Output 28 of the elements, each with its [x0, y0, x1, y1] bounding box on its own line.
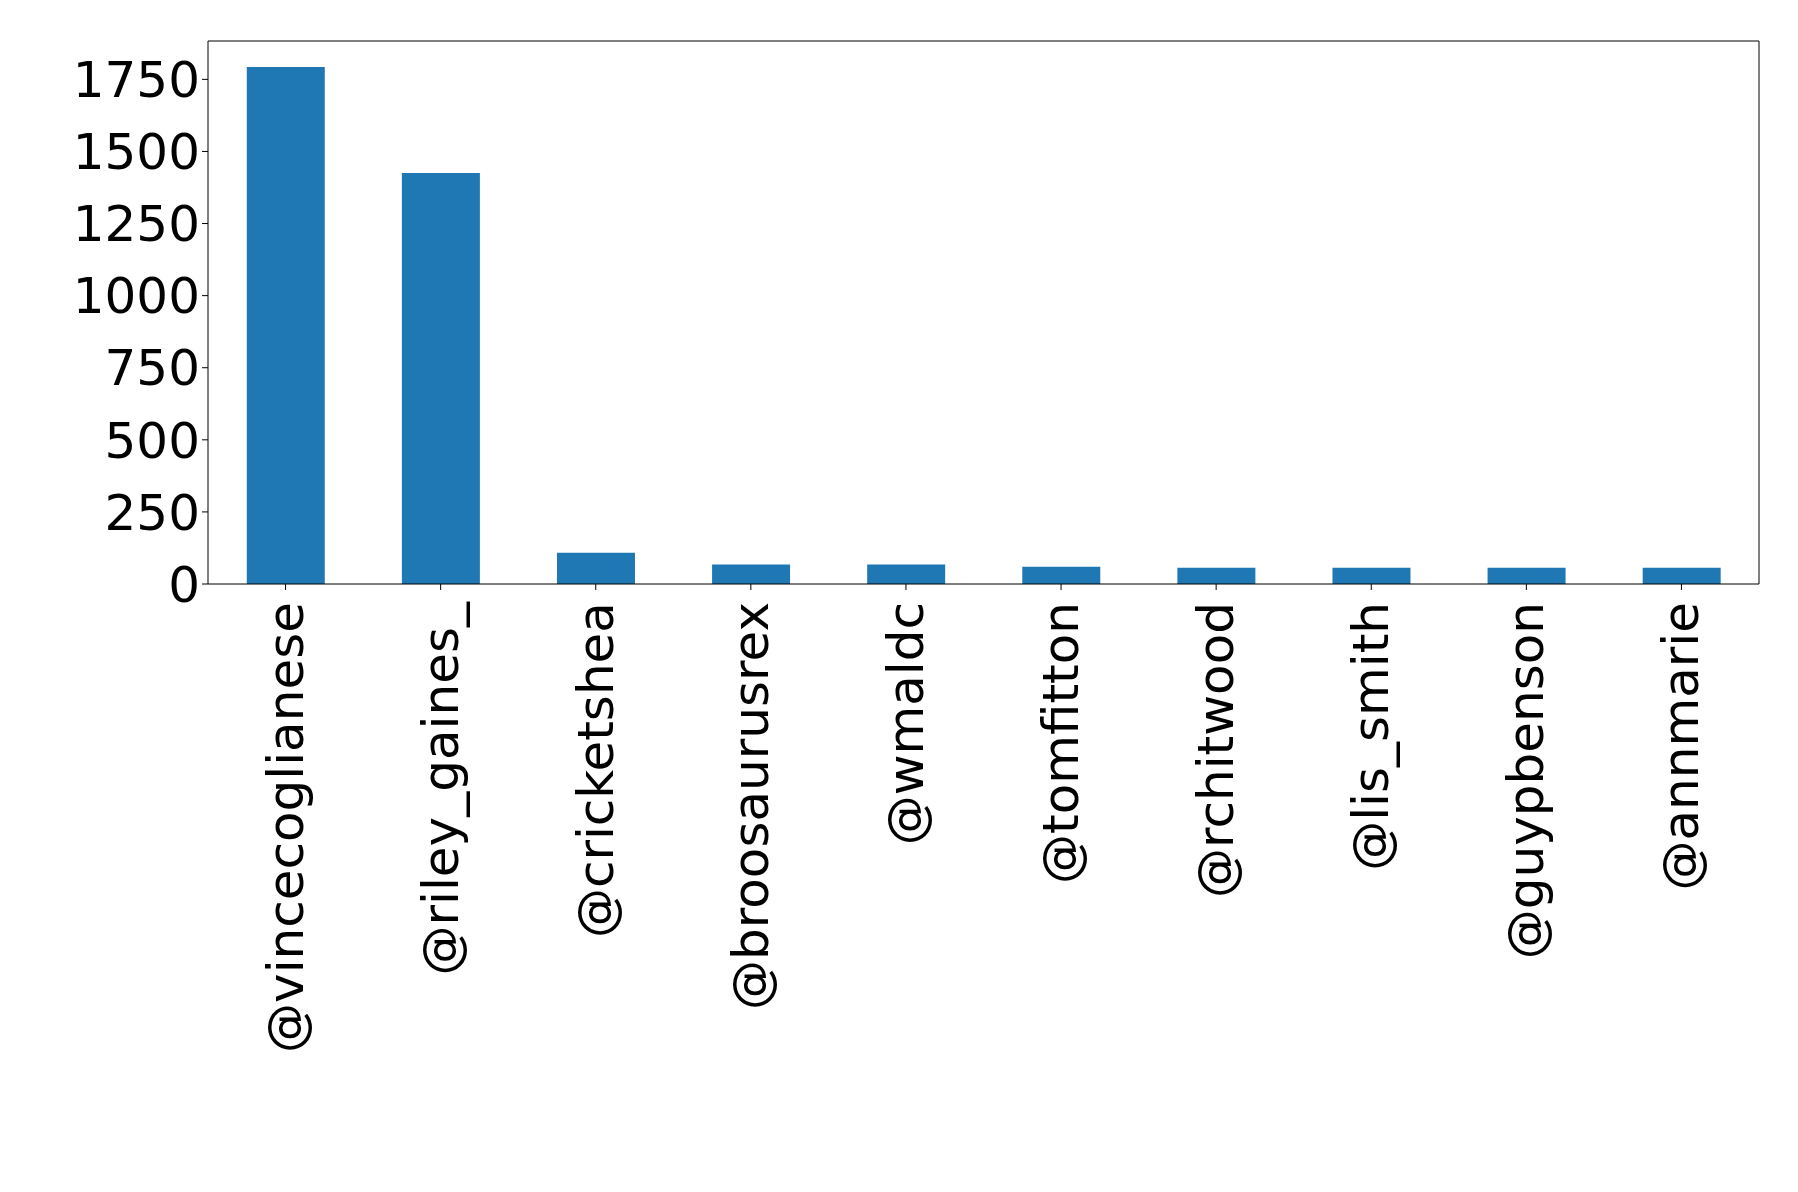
- y-tick-label: 500: [104, 411, 200, 470]
- x-tick-label: @guypbenson: [1497, 602, 1556, 960]
- x-tick-label: @riley_gaines_: [411, 601, 470, 976]
- y-tick-label: 1250: [72, 195, 200, 254]
- bar: [712, 564, 791, 584]
- bar: [556, 552, 635, 584]
- x-tick-label: @cricketshea: [566, 602, 625, 939]
- bar: [867, 564, 946, 584]
- x-tick-label: @annmarie: [1652, 602, 1711, 891]
- y-tick-label: 250: [104, 483, 200, 542]
- bar: [401, 173, 480, 584]
- bar: [1332, 567, 1411, 584]
- y-tick-label: 0: [168, 555, 200, 614]
- bar: [1177, 567, 1256, 584]
- bar: [246, 66, 325, 584]
- bar: [1642, 567, 1721, 584]
- bar: [1022, 566, 1101, 584]
- x-tick-label: @tomfitton: [1032, 602, 1091, 884]
- y-tick-label: 1000: [72, 267, 200, 326]
- x-tick-label: @lis_smith: [1342, 602, 1401, 871]
- y-tick-label: 1750: [72, 51, 200, 110]
- y-tick-label: 750: [104, 339, 200, 398]
- x-tick-label: @broosaurusrex: [721, 602, 780, 1010]
- x-tick-label: @rchitwood: [1187, 602, 1246, 898]
- y-tick-label: 1500: [72, 123, 200, 182]
- bar: [1487, 567, 1566, 584]
- x-tick-label: @wmaldc: [876, 602, 935, 846]
- x-tick-label: @vincecoglianese: [256, 602, 315, 1053]
